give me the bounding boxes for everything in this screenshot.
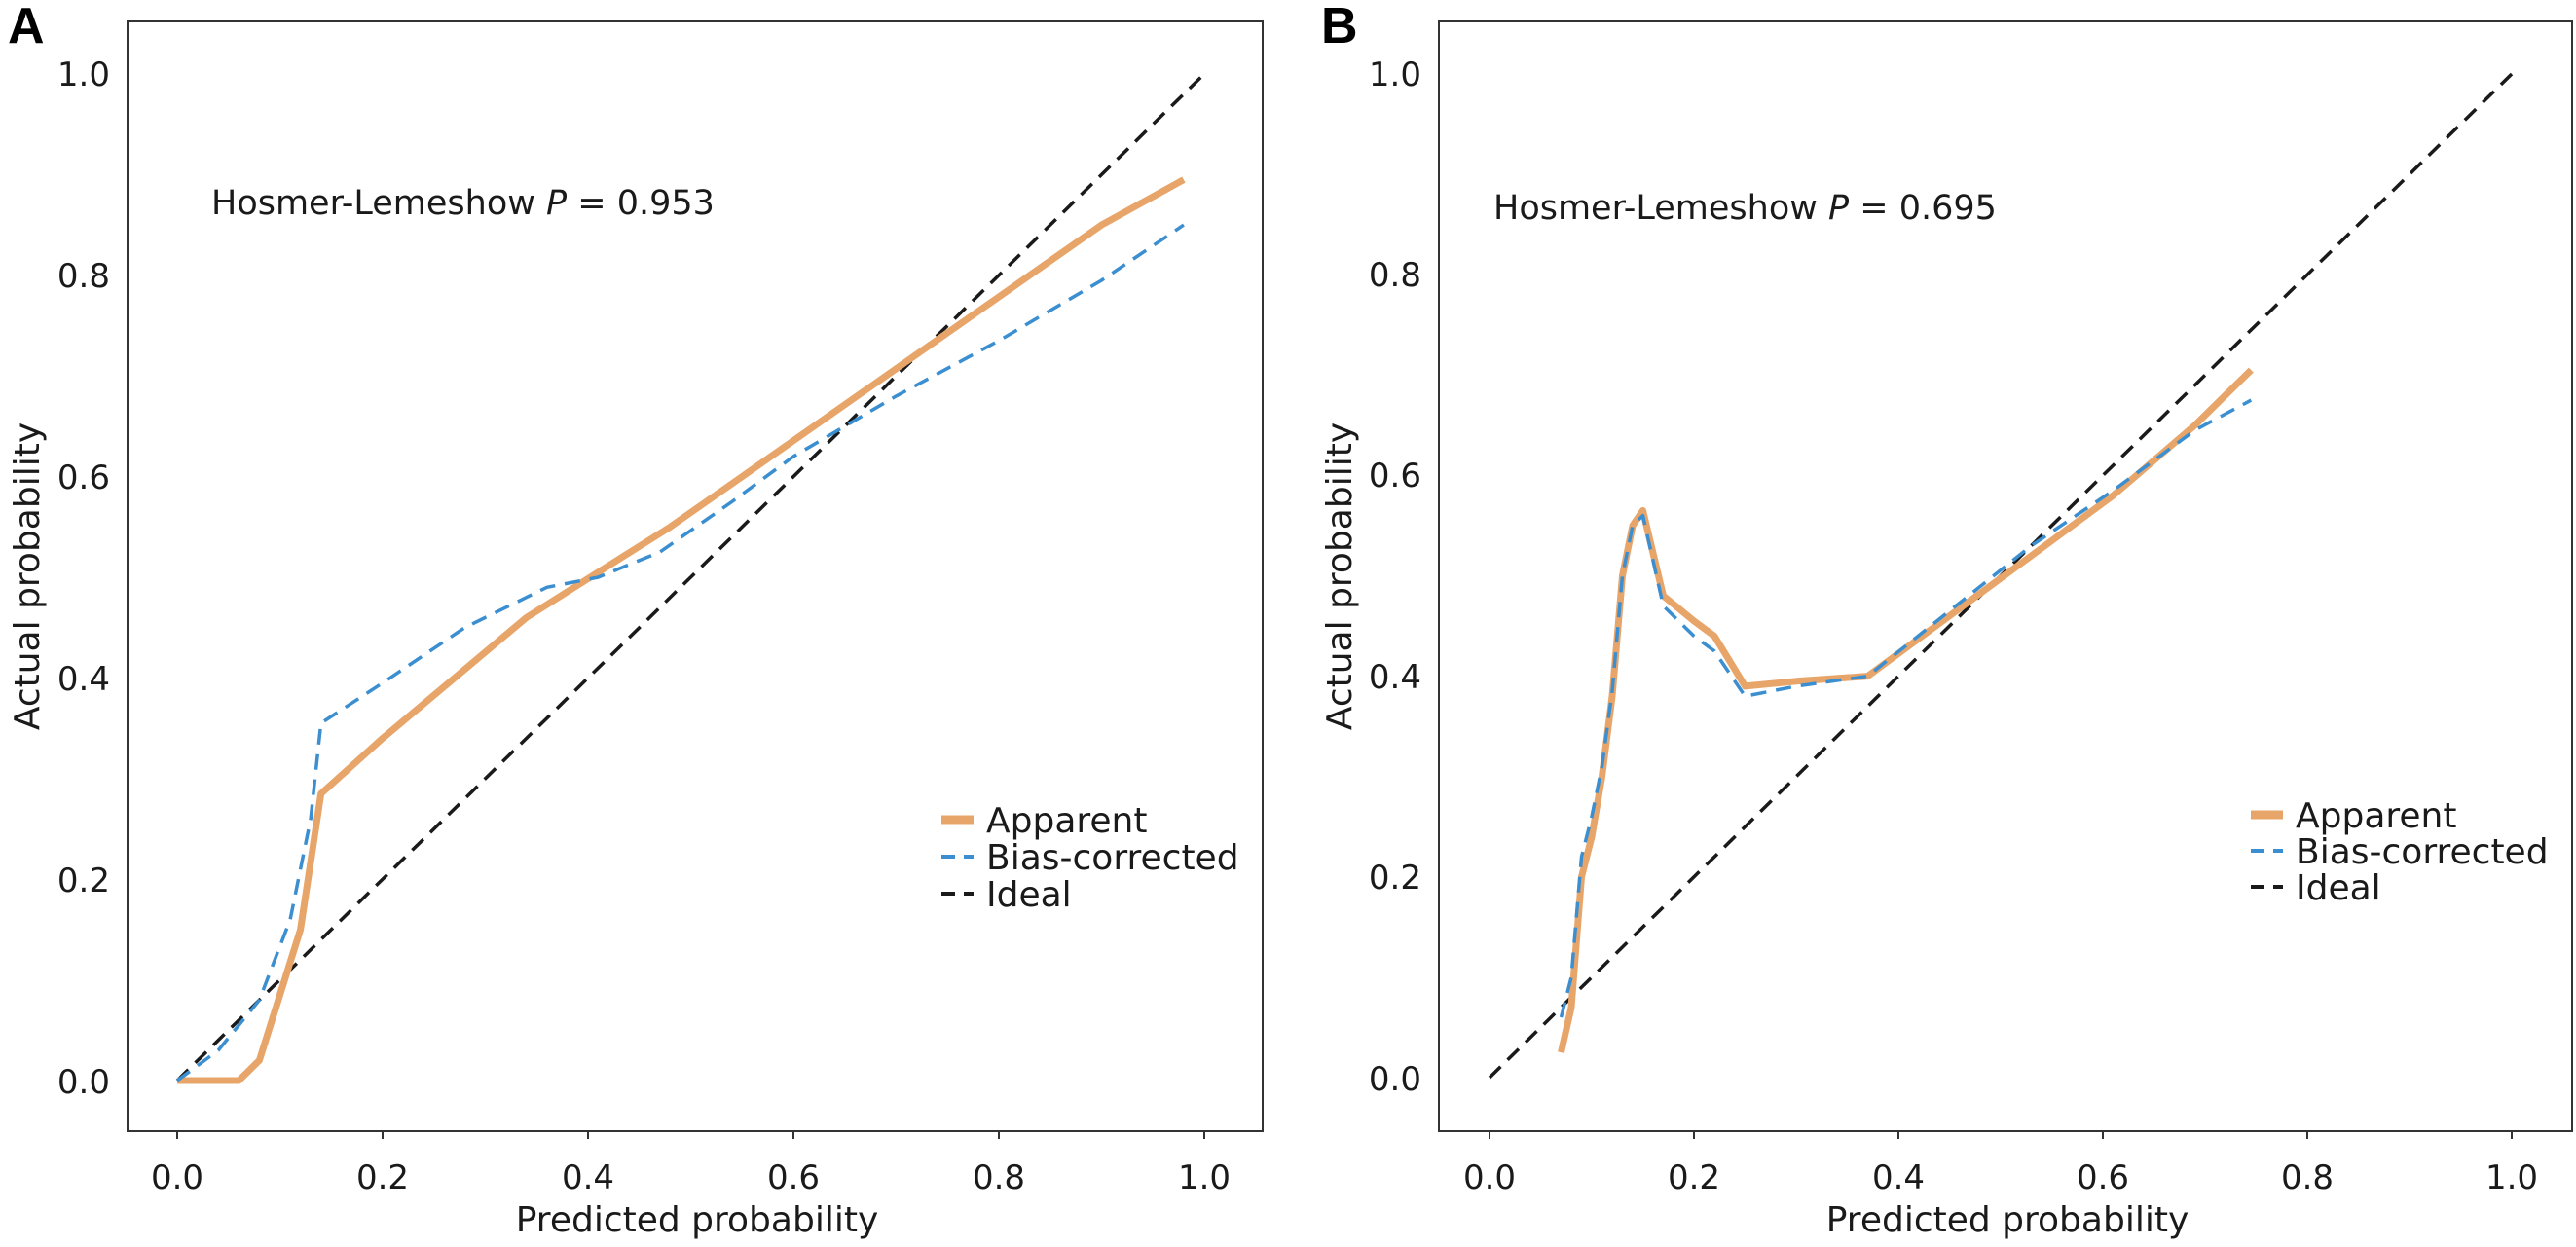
panel-b: B 0.0 0.2 0.4 0.6 0.8 1.0 0.0 0.2 0.4 0.… (1320, 0, 2573, 1240)
y-axis-title: Actual probability (1320, 422, 1360, 730)
y-tick-label: 0.0 (1369, 1060, 1421, 1099)
x-tick-label: 0.4 (562, 1158, 614, 1197)
x-tick-label: 0.6 (2077, 1158, 2129, 1197)
annotation-prefix: Hosmer-Lemeshow (1493, 189, 1828, 228)
y-tick-label: 0.0 (57, 1063, 110, 1102)
annotation-suffix: = 0.695 (1849, 189, 1997, 228)
x-tick-labels: 0.0 0.2 0.4 0.6 0.8 1.0 (1463, 1158, 2538, 1197)
annotation-p-italic: P (546, 184, 568, 223)
legend: Apparent Bias-corrected Ideal (941, 801, 1239, 915)
legend-label-apparent: Apparent (2296, 796, 2456, 836)
annotation-p-italic: P (1828, 189, 1850, 228)
series-line-bias-corrected (1559, 398, 2253, 1018)
x-tick-label: 0.2 (1668, 1158, 1720, 1197)
x-tick-marks (1489, 1131, 2513, 1139)
x-axis-title: Predicted probability (516, 1200, 879, 1240)
x-axis-title: Predicted probability (1826, 1200, 2190, 1240)
x-tick-label: 0.6 (767, 1158, 820, 1197)
x-tick-label: 0.0 (1463, 1158, 1516, 1197)
plot-series (175, 72, 1206, 1084)
x-tick-marks (176, 1131, 1205, 1139)
panel-label: B (1321, 0, 1358, 55)
y-tick-label: 0.6 (57, 458, 110, 497)
panel-label: A (8, 0, 45, 55)
x-tick-label: 0.8 (2281, 1158, 2334, 1197)
y-tick-label: 0.6 (1369, 457, 1421, 495)
series-line-apparent (177, 176, 1186, 1084)
y-tick-labels: 0.0 0.2 0.4 0.6 0.8 1.0 (1369, 55, 1421, 1099)
x-tick-label: 0.4 (1872, 1158, 1925, 1197)
y-tick-labels: 0.0 0.2 0.4 0.6 0.8 1.0 (57, 55, 110, 1102)
x-tick-labels: 0.0 0.2 0.4 0.6 0.8 1.0 (151, 1158, 1231, 1197)
y-tick-label: 0.4 (57, 660, 110, 699)
y-axis-title: Actual probability (8, 422, 48, 730)
y-tick-label: 0.8 (1369, 256, 1421, 295)
y-tick-label: 0.4 (1369, 658, 1421, 697)
x-tick-label: 0.2 (356, 1158, 409, 1197)
annotation-prefix: Hosmer-Lemeshow (211, 184, 546, 223)
series-line-apparent (1558, 367, 2254, 1053)
series-line-bias-corrected (175, 223, 1185, 1082)
hosmer-lemeshow-annotation: Hosmer-Lemeshow P = 0.953 (211, 184, 715, 223)
legend-label-bias-corrected: Bias-corrected (2296, 832, 2549, 872)
y-tick-label: 0.8 (57, 257, 110, 296)
legend: Apparent Bias-corrected Ideal (2251, 796, 2549, 908)
x-tick-label: 1.0 (1178, 1158, 1231, 1197)
legend-label-bias-corrected: Bias-corrected (986, 838, 1239, 878)
x-tick-label: 0.8 (973, 1158, 1025, 1197)
panel-a: A 0.0 0.2 0.4 0.6 0.8 1.0 0.0 0.2 0.4 0.… (8, 0, 1264, 1240)
series-line-ideal (175, 72, 1206, 1082)
plot-series (1488, 72, 2514, 1080)
plot-frame (127, 20, 1264, 1132)
hosmer-lemeshow-annotation: Hosmer-Lemeshow P = 0.695 (1493, 189, 1997, 228)
y-tick-label: 0.2 (57, 862, 110, 900)
legend-label-ideal: Ideal (2296, 868, 2381, 908)
y-tick-label: 1.0 (1369, 55, 1421, 94)
y-tick-label: 0.2 (1369, 859, 1421, 898)
x-tick-label: 0.0 (151, 1158, 203, 1197)
x-tick-label: 1.0 (2485, 1158, 2538, 1197)
legend-label-apparent: Apparent (986, 801, 1147, 841)
legend-label-ideal: Ideal (986, 875, 1072, 915)
annotation-suffix: = 0.953 (567, 184, 715, 223)
y-tick-label: 1.0 (57, 55, 110, 94)
plot-frame (1438, 20, 2573, 1132)
